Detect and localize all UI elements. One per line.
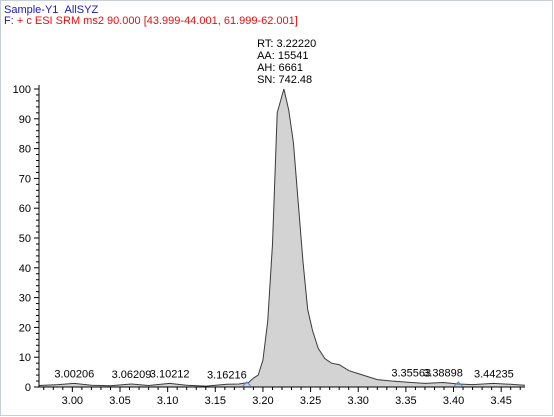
sample-name: AllSYZ bbox=[64, 4, 99, 16]
x-tick-label: 3.10 bbox=[157, 395, 178, 407]
peak-annotation: 3.35563 bbox=[391, 368, 431, 380]
peak-annotation: 3.38898 bbox=[423, 368, 463, 380]
y-tick-label: 0 bbox=[25, 382, 31, 394]
y-tick-label: 20 bbox=[19, 322, 31, 334]
x-tick-label: 3.05 bbox=[109, 395, 130, 407]
y-tick-label: 70 bbox=[19, 173, 31, 185]
baseline-marker-0 bbox=[242, 381, 252, 387]
x-tick-label: 3.40 bbox=[443, 395, 464, 407]
y-tick-label: 10 bbox=[19, 352, 31, 364]
x-tick-label: 3.25 bbox=[300, 395, 321, 407]
x-tick-label: 3.15 bbox=[205, 395, 226, 407]
y-tick-label: 80 bbox=[19, 144, 31, 156]
y-tick-label: 60 bbox=[19, 203, 31, 215]
peak-info-line: AA: 15541 bbox=[257, 50, 308, 62]
x-tick-label: 3.20 bbox=[252, 395, 273, 407]
peak-info-line: RT: 3.22220 bbox=[257, 38, 316, 50]
series-line-0 bbox=[38, 88, 526, 387]
y-tick-label: 100 bbox=[13, 84, 31, 96]
y-tick-label: 40 bbox=[19, 263, 31, 275]
peak-info-line: AH: 6661 bbox=[257, 62, 303, 74]
x-tick-label: 3.45 bbox=[490, 395, 511, 407]
peak-info-line: SN: 742.48 bbox=[257, 74, 312, 86]
x-tick-label: 3.30 bbox=[348, 395, 369, 407]
sample-label: Sample-Y1 bbox=[4, 4, 59, 16]
peak-annotation: 3.06209 bbox=[112, 369, 152, 381]
y-tick-label: 90 bbox=[19, 114, 31, 126]
sample-header: Sample-Y1 AllSYZ bbox=[4, 4, 98, 16]
x-tick-label: 3.00 bbox=[62, 395, 83, 407]
filter-header: F: + c ESI SRM ms2 90.000 [43.999-44.001… bbox=[4, 15, 298, 27]
y-tick-label: 30 bbox=[19, 293, 31, 305]
peak-annotation: 3.44235 bbox=[474, 368, 514, 380]
baseline-marker-1 bbox=[453, 381, 463, 387]
peak-area-0 bbox=[39, 89, 525, 387]
y-tick-label: 50 bbox=[19, 233, 31, 245]
peak-annotation: 3.10212 bbox=[150, 368, 190, 380]
x-tick-label: 3.35 bbox=[395, 395, 416, 407]
filter-prefix: F: bbox=[4, 15, 14, 27]
filter-text: + c ESI SRM ms2 90.000 [43.999-44.001, 6… bbox=[16, 15, 298, 27]
peak-annotation: 3.00206 bbox=[54, 368, 94, 380]
peak-annotation: 3.16216 bbox=[207, 369, 247, 381]
